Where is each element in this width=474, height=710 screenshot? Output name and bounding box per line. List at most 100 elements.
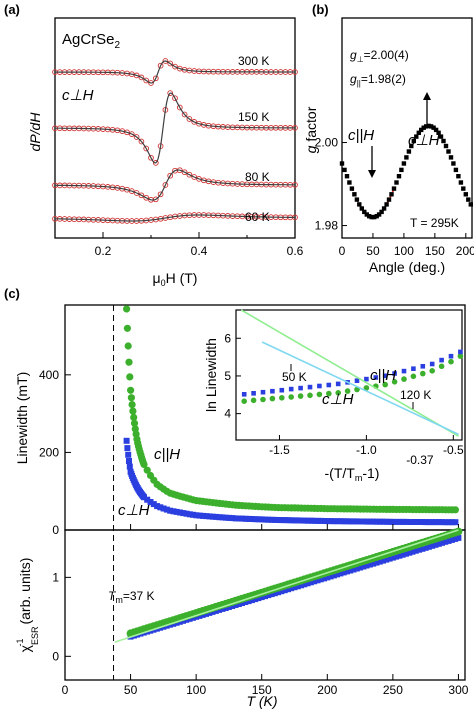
linewidth-point-perp	[170, 508, 177, 515]
panel-chi-ylabel: χESR-1(arb. units)	[15, 558, 40, 653]
panel-b-arrow-par	[368, 146, 376, 178]
panel-a-plot: 0.2 0.4 0.6	[52, 17, 304, 258]
g-point	[441, 138, 446, 144]
panel-c-label-par: c||H	[154, 446, 180, 463]
x-tick-label: 100	[394, 244, 414, 258]
panel-a-label-150k: 150 K	[238, 110, 269, 124]
inset-point-perp	[458, 349, 463, 355]
inset-point-perp	[401, 368, 407, 374]
x-tick-label: 0.4	[191, 244, 208, 258]
linewidth-point-perp	[377, 518, 383, 525]
chi-point-perp	[416, 546, 423, 553]
x-tick-label: 200	[456, 244, 474, 258]
linewidth-point-perp	[239, 515, 246, 522]
linewidth-point-perp	[409, 519, 416, 525]
y-tick-label: 0	[52, 523, 59, 537]
linewidth-point-par	[130, 419, 139, 427]
chi-point-perp	[317, 576, 324, 583]
panel-chi-tm-annotation: Tm=37 K	[108, 589, 155, 605]
esr-point	[167, 60, 174, 67]
inset-point-par	[326, 390, 332, 397]
g-point	[424, 124, 429, 129]
linewidth-point-perp	[262, 516, 269, 523]
chi-point-perp	[278, 588, 285, 595]
y-tick-label: 0	[52, 649, 59, 663]
g-point	[406, 149, 412, 154]
panel-b-gperp-annotation: g⊥=2.00(4)	[350, 48, 409, 64]
linewidth-point-perp	[126, 463, 133, 470]
g-point	[344, 174, 350, 179]
linewidth-point-perp	[288, 517, 295, 524]
linewidth-point-perp	[334, 518, 341, 525]
chi-point-perp	[229, 603, 236, 609]
linewidth-point-perp	[445, 519, 452, 526]
chi-point-perp	[432, 541, 439, 548]
panel-a-xlabel: μ0H (T)	[153, 270, 198, 288]
chi-point-perp	[419, 545, 426, 552]
chi-point-perp	[340, 569, 347, 576]
panel-a-orientation-label: c⊥H	[62, 87, 94, 104]
inset-point-par	[260, 396, 266, 403]
inset-point-par	[316, 391, 323, 398]
g-point	[438, 134, 444, 139]
linewidth-point-perp	[429, 519, 436, 526]
linewidth-point-par	[129, 407, 137, 415]
linewidth-point-perp	[419, 519, 426, 525]
linewidth-point-perp	[321, 518, 328, 524]
esr-point	[172, 63, 178, 70]
g-point	[359, 206, 364, 211]
inset-point-perp	[260, 389, 266, 395]
linewidth-point-perp	[206, 513, 213, 520]
inset-x-tick-label: -0.5	[443, 443, 464, 457]
panel-b-temperature: T = 295K	[410, 216, 459, 230]
chi-point-perp	[429, 542, 436, 549]
linewidth-point-perp	[337, 518, 344, 525]
g-point	[411, 138, 416, 144]
linewidth-point-perp	[124, 445, 131, 452]
linewidth-point-perp	[141, 494, 147, 501]
g-point	[433, 127, 439, 133]
inset-point-perp	[382, 373, 388, 379]
chi-point-perp	[399, 551, 406, 558]
chi-point-perp	[357, 564, 364, 571]
g-point	[428, 124, 434, 129]
linewidth-point-perp	[255, 516, 262, 523]
chi-point-perp	[370, 560, 377, 567]
chi-point-perp	[337, 570, 344, 577]
chi-point-perp	[422, 544, 429, 551]
panel-a-tag: (a)	[4, 2, 20, 17]
panel-b-gpar-annotation: g||=1.98(2)	[350, 72, 406, 88]
linewidth-point-perp	[370, 518, 377, 525]
linewidth-point-perp	[150, 501, 157, 508]
x-tick-label: 0.6	[287, 244, 304, 258]
g-point	[396, 174, 402, 179]
chi-point-perp	[324, 574, 331, 581]
inset-point-perp	[307, 384, 313, 390]
esr-point	[176, 104, 183, 111]
x-tick-label: 0	[62, 683, 69, 697]
g-point	[443, 143, 449, 149]
esr-point	[152, 196, 159, 203]
esr-point	[181, 169, 188, 176]
linewidth-point-par	[127, 394, 135, 402]
g-point	[461, 186, 466, 191]
chi-point-perp	[330, 572, 337, 579]
panel-c-ylabel: Linewidth (mT)	[14, 372, 30, 465]
chi-point-perp	[327, 573, 334, 580]
esr-point	[143, 194, 150, 201]
esr-point	[138, 138, 145, 145]
g-point	[404, 155, 409, 160]
chi-point-perp	[393, 553, 400, 560]
g-point	[384, 202, 389, 207]
linewidth-point-par	[125, 358, 133, 366]
chi-point-perp	[242, 599, 249, 605]
linewidth-point-perp	[219, 514, 226, 521]
g-point	[414, 134, 419, 139]
inset-point-par	[410, 373, 417, 380]
linewidth-point-perp	[327, 518, 334, 525]
linewidth-point-perp	[229, 515, 236, 522]
chi-point-perp	[344, 568, 350, 575]
linewidth-point-perp	[449, 519, 456, 526]
esr-point	[157, 62, 164, 69]
esr-point	[128, 188, 135, 194]
